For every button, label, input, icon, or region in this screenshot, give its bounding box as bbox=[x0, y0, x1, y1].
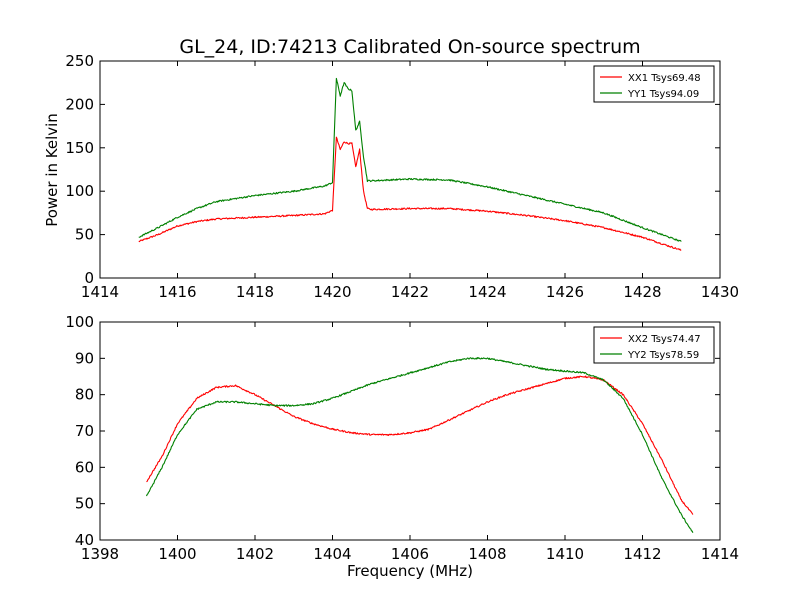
bottom-panel: 1398 1400 1402 1404 1406 1408 1410 1412 1414 40 50… bbox=[65, 313, 739, 563]
x-tick-label: 1412 bbox=[623, 545, 661, 563]
legend-label: XX1 Tsys69.48 bbox=[628, 73, 701, 84]
y-tick-label: 70 bbox=[75, 422, 94, 440]
series-line-yy bbox=[138, 77, 682, 242]
x-tick-label: 1428 bbox=[623, 283, 661, 301]
x-tick-label: 1410 bbox=[546, 545, 584, 563]
y-tick-label: 50 bbox=[75, 226, 94, 244]
x-tick-label: 1402 bbox=[236, 545, 274, 563]
legend-box bbox=[593, 65, 715, 103]
series-line-yy bbox=[145, 357, 694, 533]
chart-title: GL_24, ID:74213 Calibrated On-source spe… bbox=[179, 36, 640, 58]
legend: XX2 Tsys74.47 YY2 Tsys78.59 bbox=[593, 326, 715, 364]
y-tick-label: 150 bbox=[65, 139, 94, 157]
x-tick-label: 1420 bbox=[313, 283, 351, 301]
y-tick-label: 100 bbox=[65, 313, 94, 331]
y-tick-label: 40 bbox=[75, 531, 94, 549]
x-tick-label: 1414 bbox=[81, 283, 119, 301]
bottom-x-axis-label: Frequency (MHz) bbox=[347, 562, 473, 580]
x-tick-label: 1426 bbox=[546, 283, 584, 301]
series-line-xx bbox=[138, 136, 682, 251]
y-tick-label: 90 bbox=[75, 349, 94, 367]
x-tick-label: 1416 bbox=[158, 283, 196, 301]
y-tick-label: 80 bbox=[75, 386, 94, 404]
x-tick-label: 1430 bbox=[701, 283, 739, 301]
legend-box bbox=[593, 326, 715, 364]
x-tick-label: 1422 bbox=[391, 283, 429, 301]
legend-label: YY1 Tsys94.09 bbox=[627, 89, 699, 100]
y-tick-label: 50 bbox=[75, 495, 94, 513]
x-tick-label: 1424 bbox=[468, 283, 506, 301]
x-tick-label: 1418 bbox=[236, 283, 274, 301]
top-y-axis-label: Power in Kelvin bbox=[43, 113, 61, 227]
y-tick-label: 100 bbox=[65, 182, 94, 200]
y-tick-label: 0 bbox=[84, 269, 94, 287]
y-tick-label: 250 bbox=[65, 52, 94, 70]
x-tick-label: 1414 bbox=[701, 545, 739, 563]
legend-label: YY2 Tsys78.59 bbox=[627, 350, 699, 361]
legend-label: XX2 Tsys74.47 bbox=[628, 334, 701, 345]
y-tick-label: 200 bbox=[65, 95, 94, 113]
x-tick-label: 1408 bbox=[468, 545, 506, 563]
x-tick-label: 1398 bbox=[81, 545, 119, 563]
x-tick-label: 1400 bbox=[158, 545, 196, 563]
legend: XX1 Tsys69.48 YY1 Tsys94.09 bbox=[593, 65, 715, 103]
x-tick-label: 1404 bbox=[313, 545, 351, 563]
top-panel: 1414 1416 1418 1420 1422 1424 1426 1428 1430 0 50 1… bbox=[65, 52, 739, 301]
series-line-xx bbox=[146, 375, 694, 515]
y-tick-label: 60 bbox=[75, 458, 94, 476]
x-tick-label: 1406 bbox=[391, 545, 429, 563]
